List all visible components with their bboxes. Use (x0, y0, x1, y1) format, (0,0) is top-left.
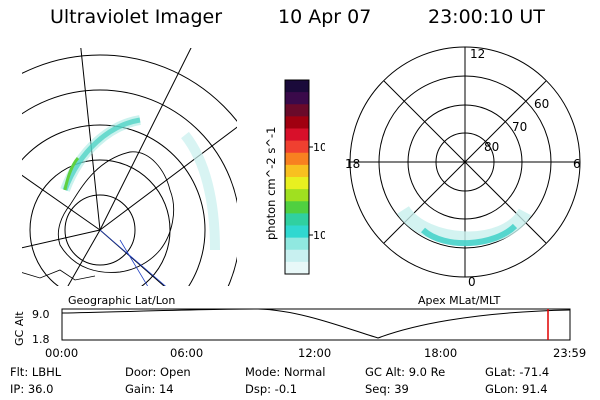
gc-alt-status: GC Alt: 9.0 Re (365, 365, 446, 379)
glat-status: GLat: -71.4 (485, 365, 550, 379)
mlt-label-top: 12 (470, 47, 485, 61)
lat-circle-60 (22, 124, 206, 286)
mlat-label-80: 80 (484, 140, 499, 154)
altitude-y-bottom: 1.8 (32, 333, 50, 346)
aurora-emission (397, 205, 532, 247)
colorbar-segment (285, 201, 309, 214)
right-panel-label: Apex MLat/MLT (418, 294, 501, 307)
colorbar-frame (284, 79, 310, 275)
page-title: Ultraviolet Imager (50, 6, 223, 28)
time-tick-0000: 00:00 (45, 346, 78, 360)
altitude-y-top: 9.0 (32, 308, 50, 321)
coastline (57, 151, 175, 273)
mlt-label-right: 6 (573, 157, 581, 171)
door-status: Door: Open (125, 365, 191, 379)
colorbar-segment (285, 140, 309, 154)
lat-circle-40 (22, 54, 237, 122)
colorbar-segment (285, 261, 309, 275)
time-tick-0600: 06:00 (170, 346, 203, 360)
colorbar-tick-10: 10 (313, 229, 325, 242)
colorbar-segment (285, 177, 309, 190)
meridian-line (22, 229, 101, 249)
time-tick-1200: 12:00 (298, 346, 331, 360)
header-time: 23:00:10 UT (428, 6, 545, 28)
ip-status: IP: 36.0 (10, 382, 54, 396)
colorbar-segment (285, 104, 309, 117)
colorbar-segment (285, 128, 309, 142)
mlt-label-bottom: 0 (468, 275, 476, 289)
meridian-line (99, 48, 192, 231)
colorbar: 100 10 photon cm^-2 s^-1 (264, 79, 325, 275)
altitude-axis-label: GC Alt (13, 311, 26, 346)
altitude-plot-frame (61, 308, 571, 341)
glon-status: GLon: 91.4 (485, 382, 548, 396)
aurora-emission (60, 115, 220, 251)
colorbar-segment (285, 116, 309, 129)
filter-status: Flt: LBHL (10, 365, 62, 379)
meridian-line (99, 229, 165, 286)
colorbar-segment (285, 213, 309, 226)
colorbar-segment (285, 249, 309, 263)
mlt-label-left: 18 (345, 157, 360, 171)
seq-status: Seq: 39 (365, 382, 409, 396)
time-tick-1800: 18:00 (424, 346, 457, 360)
colorbar-tick-100: 100 (313, 141, 325, 154)
colorbar-segment (285, 164, 309, 178)
magnetic-polar-plot: 12 18 6 0 60 70 80 (345, 46, 581, 289)
dsp-status: Dsp: -0.1 (245, 382, 298, 396)
mlat-label-60: 60 (534, 97, 549, 111)
time-tick-2359: 23:59 (553, 346, 586, 360)
altitude-curve (61, 308, 571, 339)
mlat-label-70: 70 (512, 120, 527, 134)
altitude-strip: GC Alt 9.0 1.8 00:00 06:00 12:00 18:00 2… (13, 308, 586, 360)
colorbar-segment (285, 92, 309, 105)
colorbar-unit-label: photon cm^-2 s^-1 (264, 127, 278, 241)
blue-reference-line (99, 229, 166, 286)
colorbar-segment (285, 237, 309, 251)
meridian-line (80, 48, 101, 231)
colorbar-segment (285, 189, 309, 202)
colorbar-segment (285, 225, 309, 239)
left-panel-label: Geographic Lat/Lon (68, 294, 176, 307)
meridian-line (99, 126, 237, 231)
gain-status: Gain: 14 (125, 382, 174, 396)
colorbar-segment (285, 152, 309, 166)
coastline (22, 269, 96, 281)
mode-status: Mode: Normal (245, 365, 326, 379)
colorbar-segment (285, 80, 309, 93)
geographic-map-panel (22, 48, 237, 286)
blue-reference-line (119, 239, 149, 286)
header-date: 10 Apr 07 (278, 6, 372, 28)
lat-circle-70 (29, 159, 171, 286)
meridian-line (22, 174, 101, 231)
lat-circle-80 (64, 194, 136, 266)
lat-circle-50 (22, 89, 237, 286)
